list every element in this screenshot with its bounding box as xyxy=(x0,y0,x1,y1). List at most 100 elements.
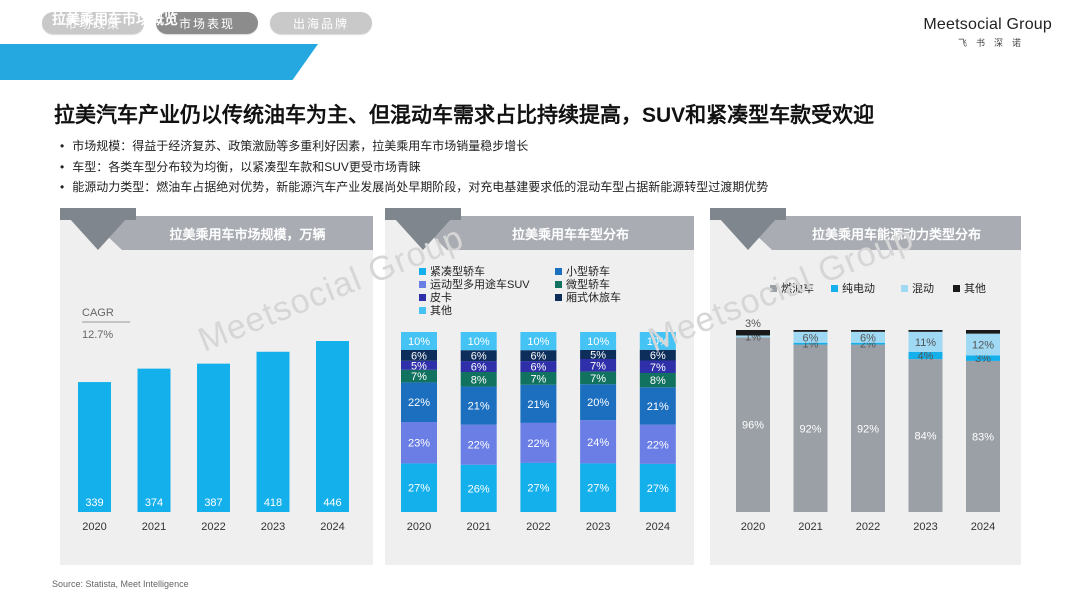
bar-segment xyxy=(580,420,617,464)
bar-segment xyxy=(460,386,497,425)
x-tick-label: 2022 xyxy=(201,521,225,533)
segment-value-label: 5% xyxy=(590,350,606,362)
bar xyxy=(316,341,349,512)
segment-value-label: 6% xyxy=(650,350,666,362)
segment-value-label: 7% xyxy=(590,360,606,372)
bar-segment xyxy=(966,360,1000,512)
tab-overseas-brands[interactable]: 出海品牌 xyxy=(270,12,372,34)
source-note: Source: Statista, Meet Intelligence xyxy=(52,579,189,589)
segment-value-label: 7% xyxy=(650,362,666,374)
chart-title: 拉美乘用车能源动力类型分布 xyxy=(811,226,981,242)
bar-segment xyxy=(580,332,617,350)
legend-swatch xyxy=(555,267,562,275)
segment-value-label: 22% xyxy=(647,439,669,451)
segment-value-label: 20% xyxy=(587,397,609,409)
legend-swatch xyxy=(419,280,426,288)
legend-item: 纯电动 xyxy=(831,280,875,296)
segment-value-label: 27% xyxy=(408,483,430,495)
segment-value-label: 83% xyxy=(972,431,994,443)
legend-item: 皮卡 xyxy=(419,289,452,305)
legend-label: 小型轿车 xyxy=(566,266,610,278)
segment-value-label: 10% xyxy=(527,336,549,348)
section-banner-label: 拉美乘用车市场概览 xyxy=(52,11,178,27)
bar xyxy=(197,363,230,512)
legend-swatch xyxy=(555,293,562,301)
bar-segment xyxy=(966,330,1000,334)
bar-segment xyxy=(793,331,828,343)
chart-panel-vehicle-type: 拉美乘用车车型分布 紧凑型轿车 小型轿车 运动型多用途车SUV 微型轿车 皮卡 … xyxy=(385,208,694,565)
legend-item: 其他 xyxy=(419,302,452,318)
energy-type-chart: 96%1%3%202092%1%6%202192%2%6%202284%4%11… xyxy=(736,318,1000,533)
segment-value-label: 6% xyxy=(860,332,876,344)
logo-wordmark: Meetsocial Group xyxy=(923,16,1052,33)
segment-value-label: 6% xyxy=(471,362,487,374)
segment-value-label: 22% xyxy=(527,438,549,450)
segment-value-label: 21% xyxy=(527,399,549,411)
bar-segment xyxy=(401,350,437,361)
x-tick-label: 2023 xyxy=(913,521,937,533)
segment-value-label: 6% xyxy=(530,351,546,363)
legend-swatch xyxy=(831,284,838,292)
segment-value-label: 5% xyxy=(411,360,427,372)
bar-segment xyxy=(460,361,497,372)
segment-value-label: 27% xyxy=(647,483,669,495)
tab-market-policy[interactable]: 市场政策 xyxy=(42,12,144,34)
bar-segment xyxy=(639,372,676,388)
chart-panel-energy-type: 拉美乘用车能源动力类型分布 燃油车 纯电动 混动 其他 96% 1% 3% 2020 9… xyxy=(710,208,1021,565)
chart-title-bar: 拉美乘用车能源动力类型分布 xyxy=(736,216,1021,250)
bar-segment xyxy=(793,344,828,512)
x-tick-label: 2024 xyxy=(971,521,995,533)
bar-segment xyxy=(401,360,437,370)
bar-segment xyxy=(793,342,828,345)
segment-value-label: 8% xyxy=(650,375,666,387)
legend-swatch xyxy=(555,280,562,288)
x-tick-label: 2021 xyxy=(466,521,490,533)
bar-segment xyxy=(736,335,770,338)
legend-label: 其他 xyxy=(964,283,986,295)
x-tick-label: 2020 xyxy=(82,521,106,533)
legend-label: 皮卡 xyxy=(430,292,452,304)
bar-segment xyxy=(401,422,437,464)
legend-swatch xyxy=(901,284,908,292)
chart-panel-market-size: 拉美乘用车市场规模，万辆 CAGR 12.7% 339 2020 374 2021 387 2… xyxy=(60,208,373,565)
segment-value-label: 3% xyxy=(745,318,761,330)
tab-market-performance[interactable]: 市场表现 xyxy=(156,12,258,34)
segment-value-label: 8% xyxy=(471,374,487,386)
cagr-value: 12.7% xyxy=(82,329,113,341)
segment-value-label: 10% xyxy=(647,336,669,348)
bar-segment xyxy=(851,331,885,343)
chart-title-bar: 拉美乘用车车型分布 xyxy=(411,216,694,250)
segment-value-label: 10% xyxy=(468,336,490,348)
legend-item: 厢式休旅车 xyxy=(555,289,621,305)
bar-segment xyxy=(580,463,617,512)
bar-value-label: 446 xyxy=(323,497,341,509)
segment-value-label: 6% xyxy=(471,351,487,363)
legend-label: 紧凑型轿车 xyxy=(430,266,485,278)
x-tick-label: 2024 xyxy=(320,521,344,533)
segment-value-label: 21% xyxy=(468,401,490,413)
chart-legend: 紧凑型轿车 小型轿车 运动型多用途车SUV 微型轿车 皮卡 厢式休旅车 其他 xyxy=(419,263,689,323)
segment-value-label: 92% xyxy=(857,423,879,435)
chart-legend: 燃油车 纯电动 混动 其他 xyxy=(770,280,1020,296)
top-tabs: 市场政策 市场表现 出海品牌 xyxy=(42,12,372,34)
segment-value-label: 10% xyxy=(408,336,430,348)
bar-segment xyxy=(639,387,676,425)
bar-segment xyxy=(520,332,557,351)
segment-value-label: 11% xyxy=(915,337,936,349)
bar-segment xyxy=(908,331,943,352)
legend-label: 燃油车 xyxy=(781,283,814,295)
cagr-label: CAGR xyxy=(82,307,114,319)
bar-value-label: 339 xyxy=(85,497,103,509)
bar-segment xyxy=(908,359,943,512)
bar-segment xyxy=(851,330,885,332)
legend-item: 紧凑型轿车 xyxy=(419,263,485,279)
legend-item: 微型轿车 xyxy=(555,276,610,292)
section-banner xyxy=(0,44,318,80)
segment-value-label: 7% xyxy=(530,373,546,385)
bar-segment xyxy=(580,371,617,385)
bar-segment xyxy=(520,350,557,362)
bar-segment xyxy=(580,359,617,372)
legend-swatch xyxy=(419,306,426,314)
chart-title-bar: 拉美乘用车市场规模，万辆 xyxy=(86,216,373,250)
bar-segment xyxy=(793,330,828,332)
